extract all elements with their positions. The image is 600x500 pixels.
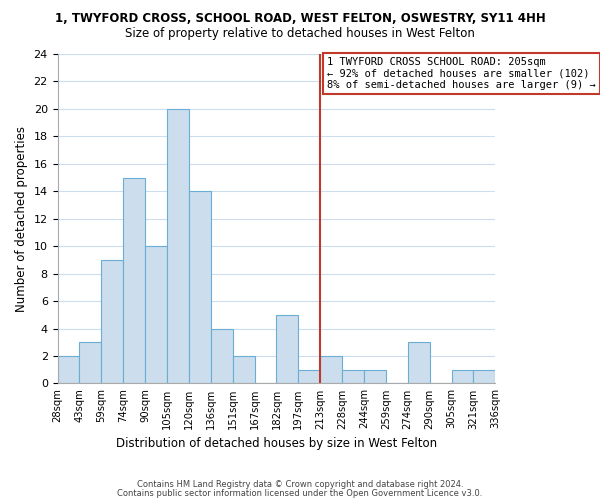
Text: 1, TWYFORD CROSS, SCHOOL ROAD, WEST FELTON, OSWESTRY, SY11 4HH: 1, TWYFORD CROSS, SCHOOL ROAD, WEST FELT… [55,12,545,26]
Bar [211,328,233,384]
Bar [58,356,79,384]
Bar [101,260,123,384]
Bar [277,315,298,384]
Y-axis label: Number of detached properties: Number of detached properties [15,126,28,312]
Text: Contains HM Land Registry data © Crown copyright and database right 2024.: Contains HM Land Registry data © Crown c… [137,480,463,489]
Text: 1 TWYFORD CROSS SCHOOL ROAD: 205sqm
← 92% of detached houses are smaller (102)
8: 1 TWYFORD CROSS SCHOOL ROAD: 205sqm ← 92… [327,56,595,90]
Bar [320,356,342,384]
Bar [79,342,101,384]
Bar [342,370,364,384]
Text: Size of property relative to detached houses in West Felton: Size of property relative to detached ho… [125,28,475,40]
Bar [473,370,495,384]
X-axis label: Distribution of detached houses by size in West Felton: Distribution of detached houses by size … [116,437,437,450]
Bar [145,246,167,384]
Bar [233,356,254,384]
Text: Contains public sector information licensed under the Open Government Licence v3: Contains public sector information licen… [118,488,482,498]
Bar [298,370,320,384]
Bar [408,342,430,384]
Bar [167,109,189,384]
Bar [123,178,145,384]
Bar [364,370,386,384]
Bar [189,192,211,384]
Bar [452,370,473,384]
